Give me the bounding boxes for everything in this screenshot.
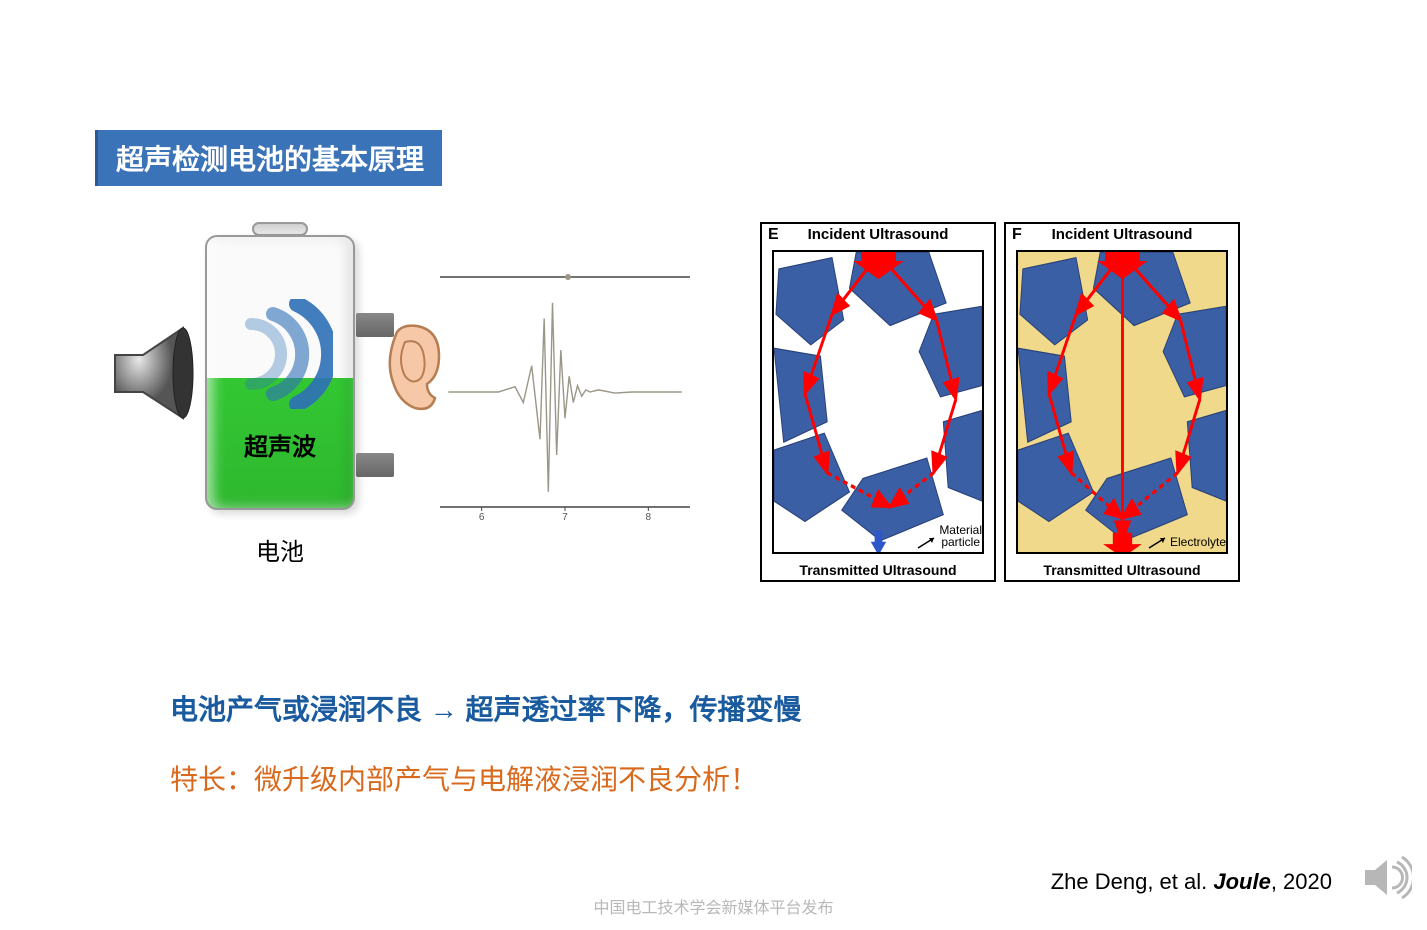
- svg-text:7: 7: [562, 512, 568, 523]
- conclusion-line-2: 特长：微升级内部产气与电解液浸润不良分析！: [170, 758, 758, 798]
- battery-illustration: 超声波 电池: [200, 235, 360, 525]
- battery-inner-label: 超声波: [207, 427, 353, 462]
- panel-f: F Incident Ultrasound Electrolyte Transm…: [1004, 222, 1240, 582]
- panel-f-annotation: Electrolyte: [1147, 535, 1226, 550]
- citation-journal: Joule: [1213, 869, 1270, 894]
- svg-text:8: 8: [646, 512, 652, 523]
- speaker-icon: [105, 320, 200, 430]
- battery-caption: 电池: [200, 532, 360, 567]
- panel-e-footer: Transmitted Ultrasound: [762, 562, 994, 578]
- panel-e-letter: E: [768, 226, 779, 244]
- watermark: 中国电工技术学会新媒体平台发布: [593, 894, 833, 918]
- ultrasound-wave-icon: [233, 299, 333, 409]
- panel-e: E Incident Ultrasound Material particle …: [760, 222, 996, 582]
- slide-title: 超声检测电池的基本原理: [95, 130, 442, 186]
- panel-e-annotation: Material particle: [916, 524, 982, 550]
- citation-authors: Zhe Deng, et al.: [1051, 869, 1214, 894]
- conclusion-line-1: 电池产气或浸润不良 → 超声透过率下降，传播变慢: [170, 688, 802, 728]
- panel-f-letter: F: [1012, 226, 1022, 244]
- panel-f-heading: Incident Ultrasound: [1006, 224, 1238, 243]
- panel-f-footer: Transmitted Ultrasound: [1006, 562, 1238, 578]
- propagation-panels: E Incident Ultrasound Material particle …: [760, 222, 1240, 582]
- waveform-chart: 6 7 8: [435, 257, 695, 527]
- citation-rest: , 2020: [1271, 869, 1332, 894]
- audio-icon: [1357, 850, 1412, 905]
- citation: Zhe Deng, et al. Joule, 2020: [1051, 869, 1332, 895]
- svg-text:6: 6: [479, 512, 485, 523]
- ultrasound-battery-diagram: 超声波 电池 6 7 8: [105, 225, 695, 575]
- panel-e-heading: Incident Ultrasound: [762, 224, 994, 243]
